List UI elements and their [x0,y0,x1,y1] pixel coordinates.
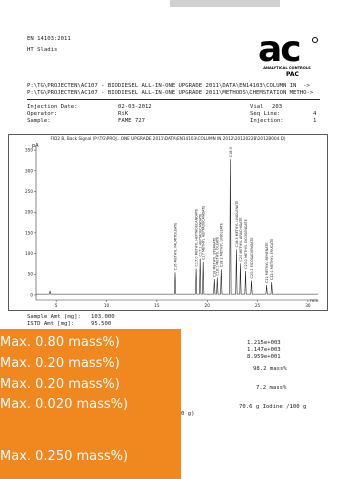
logo-subtitle: ANALYTICAL CONTROLS [263,66,311,70]
peak-label: C18:3 METHYL LINOLENATE [235,201,239,248]
operator-value: RiK [118,111,129,117]
y-tick-label: 200 [25,210,33,215]
linolenic-content-value: 7.2 mass% [256,385,287,391]
author-line: HT Sladis [27,47,58,53]
x-tick-label: 25 [255,303,261,308]
peak-label: C22 METHYL BEHENATE [265,243,269,283]
chromatogram-trace [36,159,318,295]
x-tick-label: 20 [205,303,211,308]
peak-label: C16 METHYL PALMITOLEATE [173,223,177,271]
injection-value: 1 [313,118,317,124]
area-istd: 8.959e+001 [247,354,281,360]
limit-line-6: Max. 0.250 mass%) [0,449,129,464]
operator-label: Operator: [27,111,58,117]
sample-value: FAME 727 [118,118,145,124]
injection-date-value: 02-03-2012 [118,104,152,110]
y-tick-label: 350 [25,148,33,153]
peak-label: C18:1 METHYL OLEATE [216,237,220,276]
x-tick-label: 10 [104,303,110,308]
y-tick-label: 0 [30,292,33,297]
istd-amt-label: ISTD Amt [mg]: [27,321,75,327]
limit-line-4: Max. 0.020 mass%) [0,397,129,412]
signal-trace [36,159,318,295]
method-path-line: P:\TG\PROJECTEN\AC107 - BIODIESEL ALL-IN… [27,90,314,96]
injection-date-label: Injection Date: [27,104,78,110]
logo-brand: PAC [286,71,299,78]
peak-label: C20:2 EICOSADIENOATE [250,238,254,279]
istd-amt-value: 95.500 [91,321,112,327]
vial-label: Vial [250,104,264,110]
iodine-tail: 0 g) [181,411,195,417]
injection-label: Injection: [250,118,284,124]
limit-line-3: Max. 0.20 mass%) [0,377,120,392]
x-tick-label: 15 [154,303,160,308]
ac-pac-logo: ac ANALYTICAL CONTROLS PAC [256,29,318,79]
peak-label: C17:0 METHYL HEPTADECANOATE [194,209,198,267]
data-path-line: P:\TG\PROJECTEN\AC107 - BIODIESEL ALL-IN… [27,83,310,89]
seq-line-label: Seq Line: [250,111,281,117]
sample-amt-value: 103.000 [91,314,115,320]
y-tick-label: 250 [25,189,33,194]
ac-logo-mark: ac [258,29,302,70]
seq-line-value: 4 [313,111,317,117]
y-tick-label: 50 [28,272,34,277]
peak-label: C17:1 HEPTADECANOATE [199,214,203,257]
peak-label: C20 METHYL ARACHIDATE [239,217,243,261]
peak-label: C17 METHYL HEPTADECANOATE [202,206,206,260]
area-total: 1.215e+003 [247,340,281,346]
limit-line-2: Max. 0.20 mass%) [0,356,120,371]
chromatogram-svg: FID2 B, Back Signal (P:\TG\PROJ...ONE UP… [8,134,328,311]
area-fame: 1.147e+003 [247,347,281,353]
chart-title: FID2 B, Back Signal (P:\TG\PROJ...ONE UP… [51,136,286,141]
iodine-value: 70.6 g Iodine /100 g [239,404,307,410]
ester-content-value: 98.2 mass% [253,366,287,372]
chart-frame [8,134,328,311]
standard-title: EN 14103:2011 [27,36,71,42]
y-tick-label: 100 [25,251,33,256]
chromatogram: FID2 B, Back Signal (P:\TG\PROJ...ONE UP… [8,134,328,311]
y-axis-label: pA [32,143,39,149]
x-tick-label: 5 [55,303,58,308]
registered-mark-icon [312,37,318,43]
peak-label: C20:1 METHYL EICOSENOATE [244,219,248,269]
peak-label: C22:1 METHYL ERUCATE [270,239,274,280]
top-shade [170,0,280,7]
orange-overlay: Max. 0.80 mass%) Max. 0.20 mass%) Max. 0… [0,329,181,479]
limit-line-1: Max. 0.80 mass%) [0,335,120,350]
peak-label: C18 METHYL STEARATE [213,238,217,278]
top-strip [0,0,337,7]
sample-amt-label: Sample Amt [mg]: [27,314,81,320]
x-axis-unit: min [310,298,319,304]
sample-label: Sample: [27,118,51,124]
header-divider [27,99,320,100]
x-tick-label: 30 [305,303,311,308]
peak-labels: C16 METHYL PALMITOLEATE C17:0 METHYL HEPT… [173,147,274,283]
y-tick-label: 150 [25,230,33,235]
vial-value: 203 [272,104,283,110]
chart-axes: 0 50 100 150 200 250 300 350 5 10 15 20 25 30 [25,146,318,308]
peak-label: C18:3 [229,147,233,157]
y-tick-label: 300 [25,168,33,173]
peak-label: C18:2 METHYL LINOLEATE [220,223,224,267]
